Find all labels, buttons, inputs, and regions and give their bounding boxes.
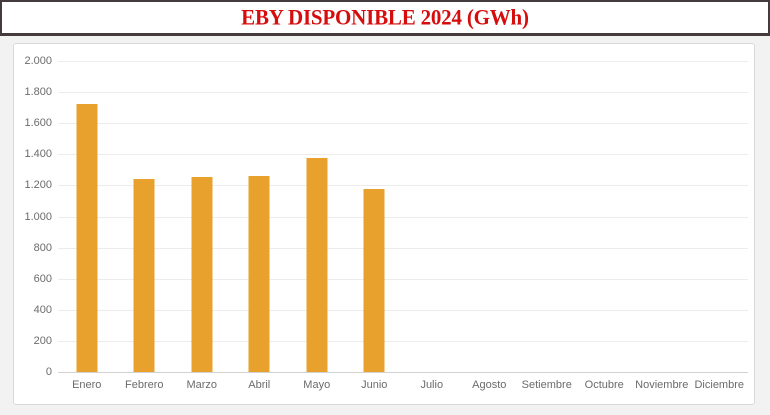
x-tick-label-noviembre: Noviembre bbox=[635, 379, 689, 391]
y-tick-label: 200 bbox=[33, 334, 52, 347]
bar-slot-marzo bbox=[173, 61, 231, 372]
plot-area bbox=[58, 61, 748, 373]
y-tick-label: 0 bbox=[45, 366, 52, 378]
bar-abril bbox=[248, 176, 270, 372]
gridline bbox=[58, 123, 748, 125]
x-tick-label-agosto: Agosto bbox=[472, 379, 507, 391]
chart-title-banner: EBY DISPONIBLE 2024 (GWh) bbox=[0, 0, 770, 36]
x-tick-label-setiembre: Setiembre bbox=[521, 379, 572, 391]
x-tick-label-marzo: Marzo bbox=[186, 379, 218, 391]
y-tick-label: 1.000 bbox=[24, 210, 52, 223]
bar-junio bbox=[363, 188, 385, 372]
x-axis-baseline bbox=[58, 372, 748, 373]
bar-slot-setiembre bbox=[518, 61, 576, 372]
x-tick-label-diciembre: Diciembre bbox=[694, 379, 744, 391]
y-tick-label: 400 bbox=[33, 303, 52, 316]
bar-slot-julio bbox=[403, 61, 461, 372]
bar-slot-febrero bbox=[116, 61, 174, 372]
bar-slot-abril bbox=[231, 61, 289, 372]
x-tick-label-abril: Abril bbox=[248, 379, 271, 391]
bar-slot-agosto bbox=[461, 61, 519, 372]
gridline bbox=[58, 185, 748, 187]
bar-slot-junio bbox=[346, 61, 404, 372]
bar-columns bbox=[58, 61, 748, 372]
x-tick-label-febrero: Febrero bbox=[124, 379, 164, 391]
gridline bbox=[58, 216, 748, 218]
gridline bbox=[58, 247, 748, 249]
y-tick-label: 1.600 bbox=[24, 117, 52, 130]
x-tick-label-julio: Julio bbox=[420, 379, 444, 391]
bar-slot-diciembre bbox=[691, 61, 749, 372]
x-tick-label-octubre: Octubre bbox=[584, 379, 624, 391]
x-tick-label-junio: Junio bbox=[361, 379, 388, 391]
bar-slot-octubre bbox=[576, 61, 634, 372]
gridline bbox=[58, 154, 748, 156]
y-tick-label: 1.800 bbox=[24, 86, 52, 99]
bar-mayo bbox=[306, 158, 328, 372]
x-tick-label-mayo: Mayo bbox=[303, 379, 331, 391]
y-tick-label: 2.000 bbox=[24, 55, 52, 67]
bar-enero bbox=[76, 103, 98, 372]
y-tick-label: 1.200 bbox=[24, 179, 52, 192]
bar-febrero bbox=[133, 179, 155, 372]
y-axis: 2.000 1.800 1.600 1.400 1.200 1.000 800 600 400 2… bbox=[18, 55, 52, 378]
bar-slot-enero bbox=[58, 61, 116, 372]
gridline bbox=[58, 309, 748, 311]
y-tick-label: 1.400 bbox=[24, 148, 52, 161]
bar-slot-noviembre bbox=[633, 61, 691, 372]
gridline bbox=[58, 92, 748, 94]
y-tick-label: 600 bbox=[33, 272, 52, 285]
x-axis: Enero Febrero Marzo Abril Mayo Junio Julio Agos… bbox=[58, 377, 748, 393]
gridline bbox=[58, 278, 748, 280]
gridline bbox=[58, 340, 748, 342]
y-tick-label: 800 bbox=[33, 241, 52, 254]
bar-slot-mayo bbox=[288, 61, 346, 372]
chart-panel: 2.000 1.800 1.600 1.400 1.200 1.000 800 600 400 2… bbox=[13, 43, 755, 405]
x-tick-label-enero: Enero bbox=[72, 379, 102, 391]
bar-marzo bbox=[191, 176, 213, 372]
chart-title: EBY DISPONIBLE 2024 (GWh) bbox=[241, 4, 529, 30]
gridline bbox=[58, 61, 748, 62]
